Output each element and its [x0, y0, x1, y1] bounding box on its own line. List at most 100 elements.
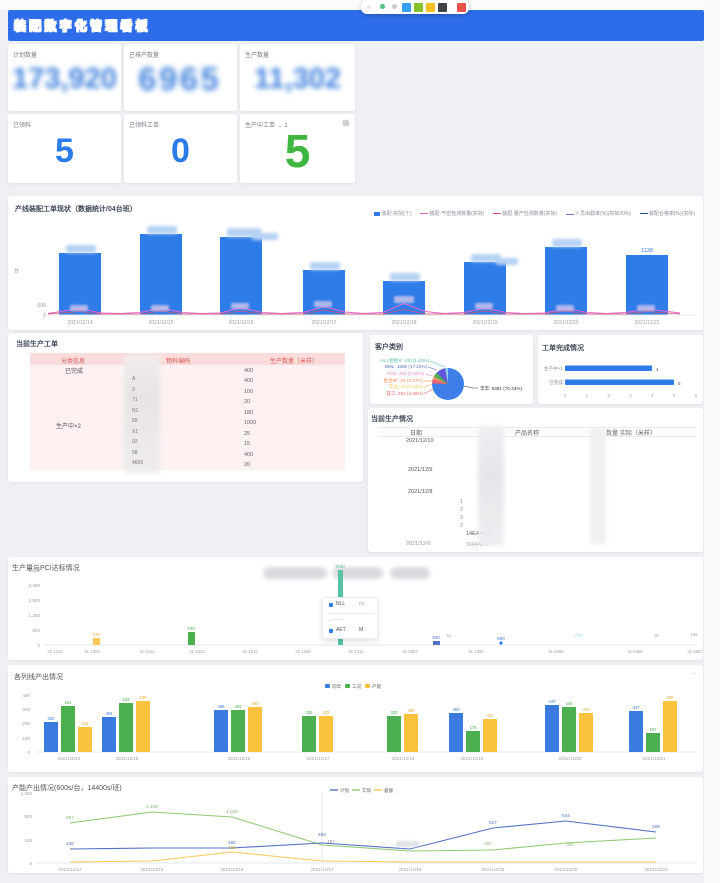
svg-text:2021/12/21: 2021/12/21: [643, 756, 666, 761]
svg-text:2021/12/20: 2021/12/20: [555, 867, 578, 872]
svg-text:457: 457: [327, 839, 335, 844]
svg-text:138: 138: [92, 632, 100, 637]
svg-text:21-1023: 21-1023: [189, 649, 205, 654]
svg-text:453: 453: [453, 707, 461, 712]
svg-text:0: 0: [29, 861, 32, 866]
svg-text:0: 0: [37, 643, 40, 648]
svg-text:530: 530: [667, 695, 675, 700]
svg-text:2021/12/19: 2021/12/19: [472, 320, 497, 326]
svg-text:314: 314: [82, 721, 90, 726]
svg-text:2021/12/20: 2021/12/20: [553, 320, 578, 326]
svg-text:2021/12/17: 2021/12/17: [307, 756, 330, 761]
svg-text:494: 494: [235, 704, 243, 709]
svg-text:已完成: 已完成: [549, 379, 563, 386]
svg-text:740: 740: [187, 626, 195, 631]
svg-text:金合9F: 25 (0.27%): 金合9F: 25 (0.27%): [383, 377, 423, 384]
svg-text:198: 198: [690, 632, 698, 637]
svg-text:21-0304: 21-0304: [402, 649, 418, 654]
svg-text:21-6466: 21-6466: [548, 649, 564, 654]
svg-text:2021/12/16: 2021/12/16: [228, 320, 253, 326]
svg-text:4: 4: [651, 393, 654, 398]
svg-text:1: 1: [586, 393, 589, 398]
svg-text:489: 489: [218, 704, 226, 709]
svg-text:1,026: 1,026: [226, 809, 238, 814]
svg-text:600: 600: [32, 628, 40, 633]
svg-text:其工: 451 (4.96%): 其工: 451 (4.96%): [386, 391, 423, 397]
svg-text:300: 300: [22, 707, 30, 712]
svg-text:21-1218: 21-1218: [242, 649, 258, 654]
svg-text:0: 0: [564, 393, 567, 398]
svg-text:BML: 1566 (17.22%): BML: 1566 (17.22%): [385, 364, 428, 369]
svg-text:6: 6: [695, 393, 698, 398]
svg-text:1,200: 1,200: [29, 613, 41, 618]
svg-text:丰丰: 6381 (70.33%): 丰丰: 6381 (70.33%): [480, 385, 522, 392]
svg-text:484: 484: [318, 832, 326, 837]
svg-text:500: 500: [38, 303, 47, 309]
svg-text:工况: 工况: [352, 684, 362, 690]
svg-text:400: 400: [24, 838, 32, 843]
svg-text:48: 48: [654, 633, 659, 638]
svg-text:生产中×1: 生产中×1: [544, 365, 563, 372]
svg-text:2021/12/18: 2021/12/18: [391, 320, 416, 326]
svg-text:454: 454: [106, 711, 114, 716]
svg-text:2021/12/18: 2021/12/18: [399, 867, 422, 872]
svg-text:产能: 产能: [372, 683, 382, 690]
svg-text:5: 5: [673, 393, 676, 398]
svg-text:21-6406: 21-6406: [627, 649, 643, 654]
svg-text:644: 644: [562, 813, 570, 818]
svg-text:333: 333: [391, 710, 399, 715]
svg-text:447: 447: [633, 705, 641, 710]
svg-text:600: 600: [497, 636, 505, 641]
svg-text:400: 400: [432, 635, 440, 640]
svg-text:54: 54: [447, 633, 452, 638]
svg-text:800: 800: [24, 814, 32, 819]
svg-text:21-1205: 21-1205: [468, 649, 484, 654]
svg-text:5: 5: [678, 381, 681, 386]
svg-text:2021/12/18: 2021/12/18: [392, 756, 415, 761]
svg-text:425: 425: [487, 713, 495, 718]
svg-text:1,800: 1,800: [29, 598, 41, 603]
svg-text:3040: 3040: [335, 564, 345, 569]
svg-text:HLA金柜X: 100 (1.10%): HLA金柜X: 100 (1.10%): [380, 357, 429, 364]
svg-text:447: 447: [549, 699, 557, 704]
svg-text:3: 3: [629, 393, 632, 398]
svg-text:2021/12/15: 2021/12/15: [148, 320, 173, 326]
svg-text:423: 423: [583, 707, 591, 712]
svg-text:2021/12/21: 2021/12/21: [645, 867, 668, 872]
svg-text:0: 0: [43, 313, 46, 319]
svg-text:436: 436: [66, 841, 74, 846]
svg-text:2021/12/20: 2021/12/20: [559, 756, 582, 761]
svg-text:1,106: 1,106: [146, 804, 158, 809]
svg-text:2021/12/19: 2021/12/19: [461, 756, 484, 761]
svg-text:21-1211: 21-1211: [348, 649, 364, 654]
svg-text:2021/12/19: 2021/12/19: [482, 867, 505, 872]
svg-text:2021/12/17: 2021/12/17: [311, 320, 336, 326]
svg-text:157: 157: [650, 727, 658, 732]
svg-text:363: 363: [566, 842, 574, 847]
svg-text:178: 178: [470, 725, 478, 730]
svg-text:100: 100: [22, 736, 30, 741]
svg-text:2021/12/16: 2021/12/16: [228, 756, 251, 761]
svg-text:21-1214: 21-1214: [47, 649, 63, 654]
svg-text:2021/12/14: 2021/12/14: [58, 756, 81, 761]
svg-text:333: 333: [306, 710, 314, 715]
svg-text:770: 770: [574, 633, 582, 638]
svg-text:400: 400: [22, 693, 30, 698]
svg-text:2021/12/15: 2021/12/15: [141, 867, 164, 872]
svg-text:445: 445: [566, 701, 574, 706]
svg-text:4: 4: [656, 367, 659, 372]
svg-text:同年: 同年: [332, 683, 342, 690]
svg-text:丰业: 40 (0.44%): 丰业: 40 (0.44%): [389, 383, 424, 390]
svg-text:456: 456: [228, 840, 236, 845]
svg-text:实际: 实际: [362, 787, 372, 794]
svg-text:180: 180: [228, 845, 236, 850]
svg-text:534: 534: [65, 700, 73, 705]
svg-text:200: 200: [22, 721, 30, 726]
svg-text:302: 302: [48, 716, 56, 721]
svg-text:508: 508: [652, 824, 660, 829]
svg-text:21-1011: 21-1011: [139, 649, 155, 654]
svg-text:527: 527: [489, 820, 497, 825]
svg-text:1,200: 1,200: [21, 791, 33, 796]
svg-text:339: 339: [408, 708, 416, 713]
svg-text:21-5067: 21-5067: [687, 649, 703, 654]
